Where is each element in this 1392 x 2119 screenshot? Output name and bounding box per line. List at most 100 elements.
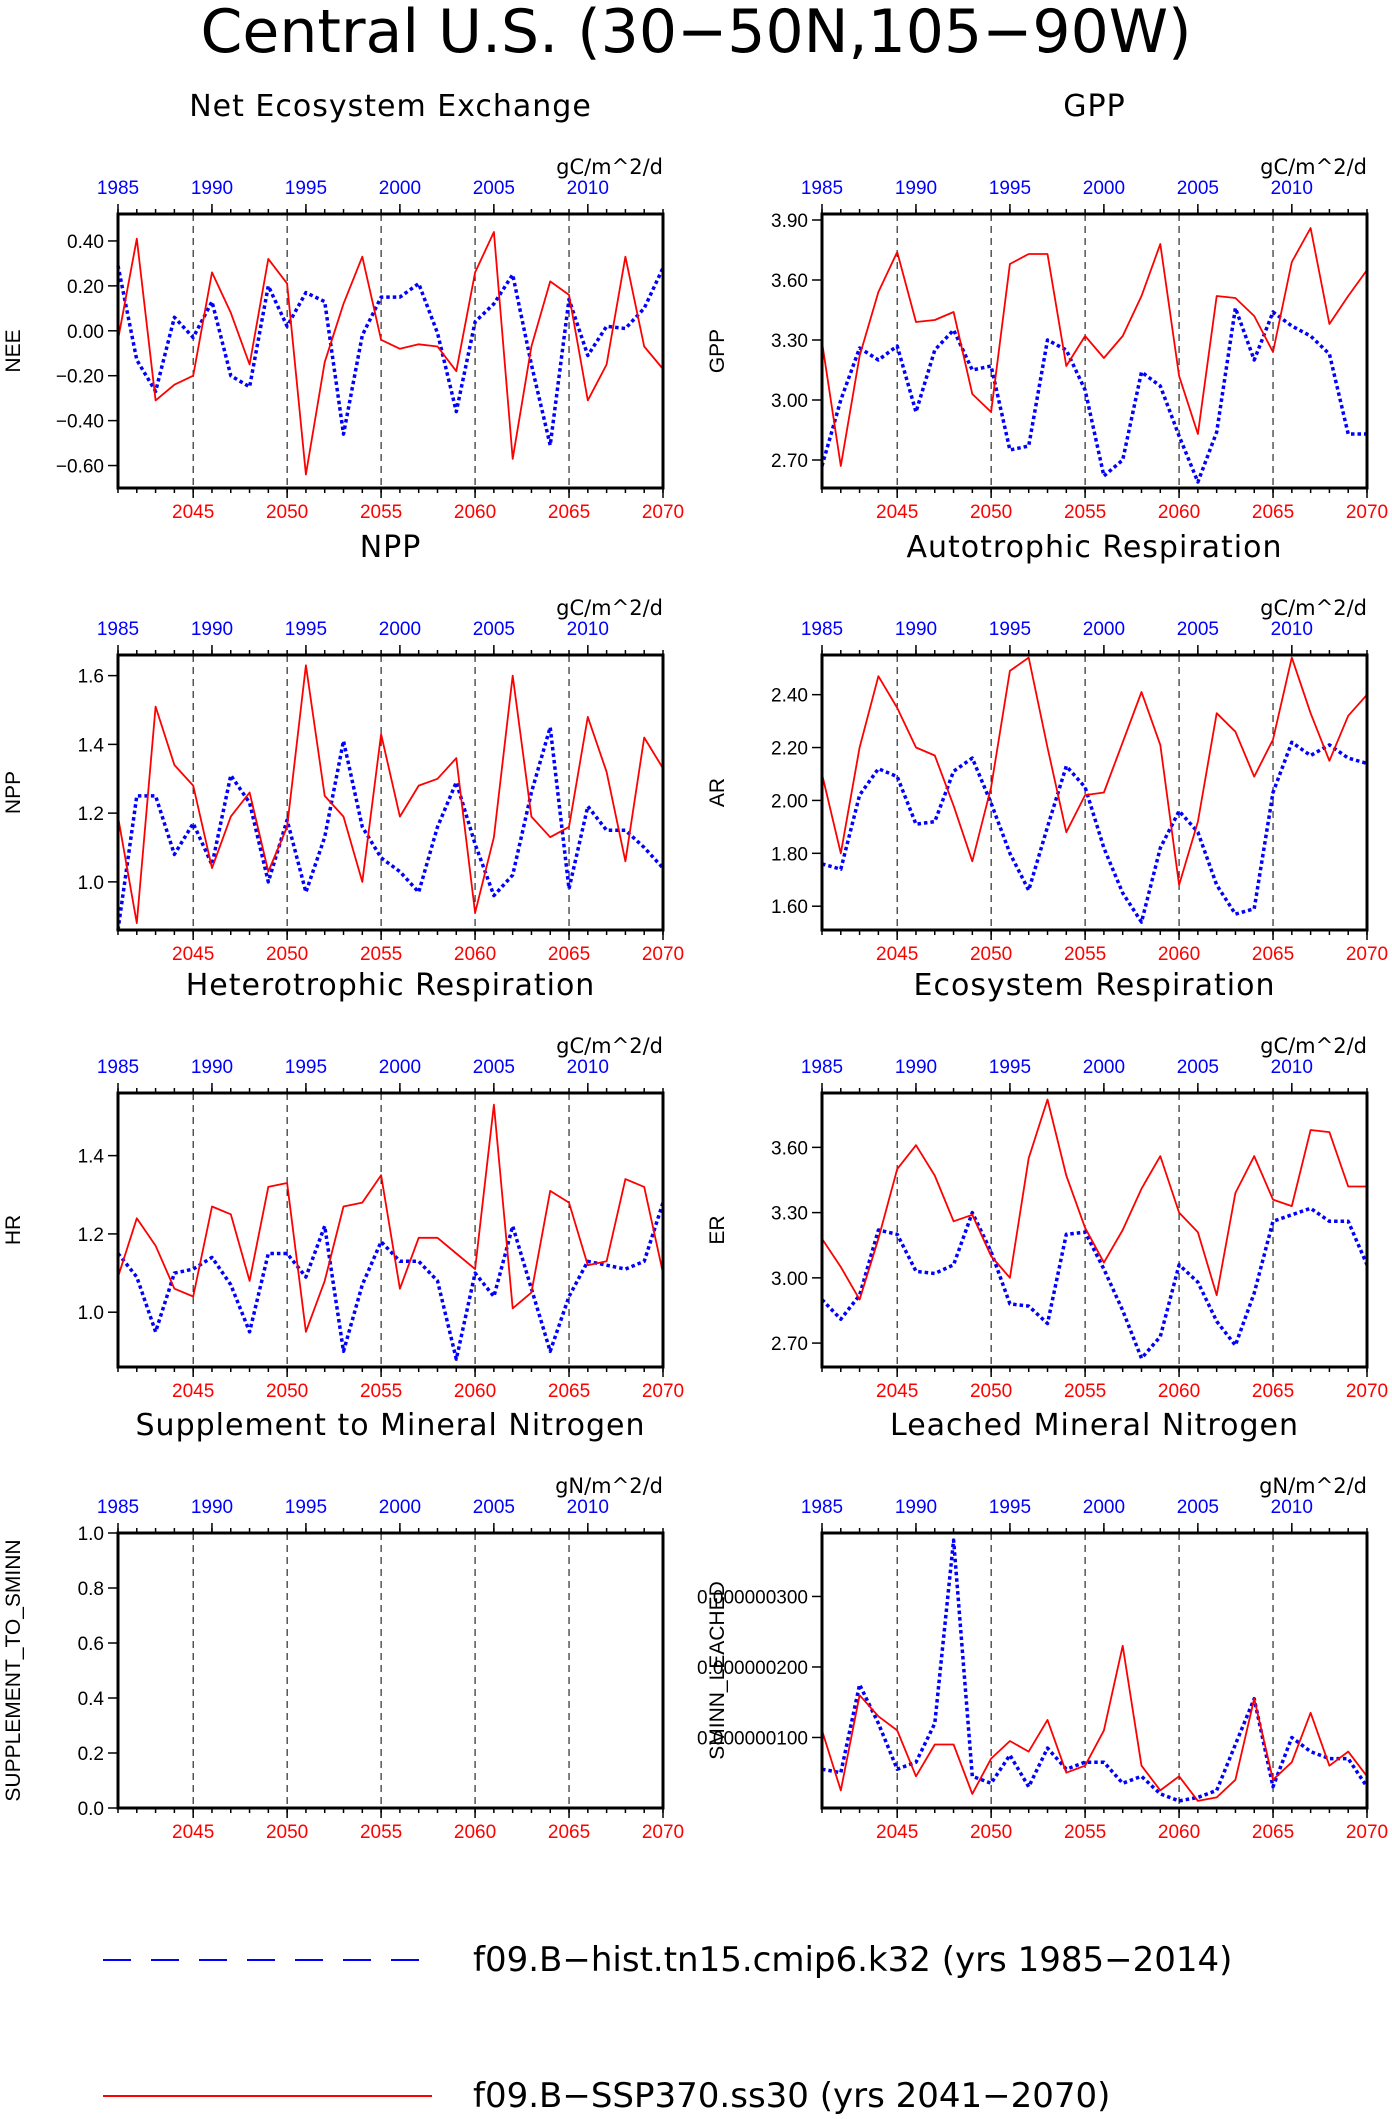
panel-supplement-to-mineral-nitrogen: Supplement to Mineral Nitrogen gN/m^2/d 19…: [2, 1408, 684, 1843]
y-axis-label: SMINN_LEACHED: [706, 1581, 729, 1760]
y-axis-label: NPP: [2, 771, 25, 814]
bottom-tick-label: 2060: [1158, 1381, 1200, 1402]
y-tick-label: 3.00: [771, 391, 808, 412]
plot-frame: [116, 1531, 665, 1810]
series-line-ssp: [821, 1098, 1367, 1301]
bottom-tick-label: 2055: [360, 944, 402, 965]
top-tick-label: 2005: [1177, 1057, 1219, 1078]
top-tick-label: 2005: [473, 178, 515, 199]
bottom-tick-label: 2070: [642, 1822, 684, 1843]
y-tick-label: 0.2: [78, 1744, 104, 1765]
top-tick-label: 1985: [97, 1497, 139, 1518]
plot-frame: [116, 212, 665, 490]
units-label: gC/m^2/d: [556, 1034, 663, 1058]
top-tick-label: 2000: [379, 1497, 421, 1518]
top-tick-label: 2005: [473, 1497, 515, 1518]
units-label: gC/m^2/d: [556, 596, 663, 620]
top-tick-label: 2005: [1177, 1497, 1219, 1518]
y-tick-label: 0.40: [67, 232, 104, 253]
bottom-tick-label: 2055: [1064, 1381, 1106, 1402]
y-tick-label: 0.000000200: [697, 1658, 808, 1679]
top-tick-label: 1990: [895, 1497, 937, 1518]
units-label: gC/m^2/d: [1260, 155, 1367, 179]
bottom-tick-label: 2060: [1158, 944, 1200, 965]
y-tick-label: −0.40: [56, 412, 104, 433]
bottom-tick-label: 2065: [1252, 1822, 1294, 1843]
y-tick-label: 1.0: [78, 873, 104, 894]
y-tick-label: 2.70: [771, 451, 808, 472]
bottom-tick-label: 2060: [454, 1381, 496, 1402]
top-tick-label: 1990: [191, 178, 233, 199]
series-line-hist: [821, 740, 1368, 924]
top-tick-label: 1985: [801, 1497, 843, 1518]
y-tick-label: 0.0: [78, 1799, 104, 1820]
top-tick-label: 1995: [285, 619, 327, 640]
top-tick-label: 2000: [379, 1057, 421, 1078]
bottom-tick-label: 2065: [1252, 944, 1294, 965]
top-tick-label: 1990: [895, 1057, 937, 1078]
plot-frame: [820, 1091, 1369, 1369]
top-tick-label: 1990: [895, 178, 937, 199]
bottom-tick-label: 2070: [1346, 1822, 1388, 1843]
bottom-tick-label: 2055: [360, 1822, 402, 1843]
bottom-tick-label: 2045: [876, 944, 918, 965]
panel-ecosystem-respiration: Ecosystem Respiration gC/m^2/d 1985 1990 199…: [706, 968, 1388, 1402]
bottom-tick-label: 2050: [970, 944, 1012, 965]
bottom-tick-label: 2055: [1064, 502, 1106, 523]
bottom-tick-label: 2070: [1346, 944, 1388, 965]
top-tick-label: 2010: [1271, 1057, 1313, 1078]
legend-label-ssp: f09.B−SSP370.ss30 (yrs 2041−2070): [473, 2076, 1110, 2116]
bottom-tick-label: 2070: [1346, 502, 1388, 523]
y-axis-label: GPP: [706, 329, 729, 373]
top-tick-label: 2010: [567, 619, 609, 640]
y-tick-label: 0.000000300: [697, 1587, 808, 1608]
bottom-tick-label: 2065: [1252, 502, 1294, 523]
y-tick-label: 3.90: [771, 211, 808, 232]
panel-heterotrophic-respiration: Heterotrophic Respiration gC/m^2/d 1985 199…: [2, 968, 684, 1402]
top-tick-label: 1985: [801, 178, 843, 199]
y-tick-label: 0.8: [78, 1579, 104, 1600]
top-tick-label: 2010: [1271, 178, 1313, 199]
y-tick-label: 1.2: [78, 804, 104, 825]
panel-title: NPP: [360, 530, 422, 565]
y-tick-label: 0.000000100: [697, 1728, 808, 1749]
panel-npp: NPP gC/m^2/d 1985 1990 1995 2000 2005 2010 2045 2…: [2, 530, 684, 965]
top-tick-label: 2000: [1083, 1057, 1125, 1078]
y-tick-label: 2.20: [771, 739, 808, 760]
top-tick-label: 1990: [191, 1497, 233, 1518]
panel-gpp: GPP gC/m^2/d 1985 1990 1995 2000 2005 2010 2045 2…: [706, 89, 1388, 523]
bottom-tick-label: 2055: [360, 1381, 402, 1402]
panel-autotrophic-respiration: Autotrophic Respiration gC/m^2/d 1985 1990 1…: [706, 530, 1388, 965]
y-tick-label: 1.80: [771, 844, 808, 865]
series-line-ssp: [821, 227, 1368, 467]
bottom-tick-label: 2050: [970, 502, 1012, 523]
y-tick-label: 1.60: [771, 897, 808, 918]
y-tick-label: 0.4: [78, 1689, 105, 1710]
top-tick-label: 1990: [895, 619, 937, 640]
bottom-tick-label: 2045: [172, 1381, 214, 1402]
panel-net-ecosystem-exchange: Net Ecosystem Exchange gC/m^2/d 1985 1990 19…: [2, 89, 684, 523]
series-line-hist: [116, 1202, 665, 1361]
units-label: gC/m^2/d: [556, 155, 663, 179]
top-tick-label: 1995: [285, 1057, 327, 1078]
series-line-ssp: [117, 1103, 664, 1333]
bottom-tick-label: 2070: [642, 502, 684, 523]
y-tick-label: 3.30: [771, 1204, 808, 1225]
bottom-tick-label: 2065: [548, 502, 590, 523]
top-tick-label: 1995: [285, 178, 327, 199]
plot-frame: [820, 212, 1369, 490]
y-tick-label: 3.60: [771, 1138, 808, 1159]
units-label: gC/m^2/d: [1260, 596, 1367, 620]
panel-title: Heterotrophic Respiration: [186, 968, 596, 1003]
bottom-tick-label: 2045: [172, 502, 214, 523]
top-tick-label: 2000: [1083, 178, 1125, 199]
figure-title: Central U.S. (30−50N,105−90W): [201, 0, 1192, 67]
bottom-tick-label: 2050: [266, 1822, 308, 1843]
panel-title: Leached Mineral Nitrogen: [890, 1408, 1299, 1443]
y-axis-label: ER: [706, 1215, 729, 1244]
bottom-tick-label: 2045: [876, 1822, 918, 1843]
top-tick-label: 1985: [801, 619, 843, 640]
bottom-tick-label: 2070: [1346, 1381, 1388, 1402]
y-tick-label: 3.60: [771, 271, 808, 292]
y-tick-label: 0.6: [78, 1634, 104, 1655]
